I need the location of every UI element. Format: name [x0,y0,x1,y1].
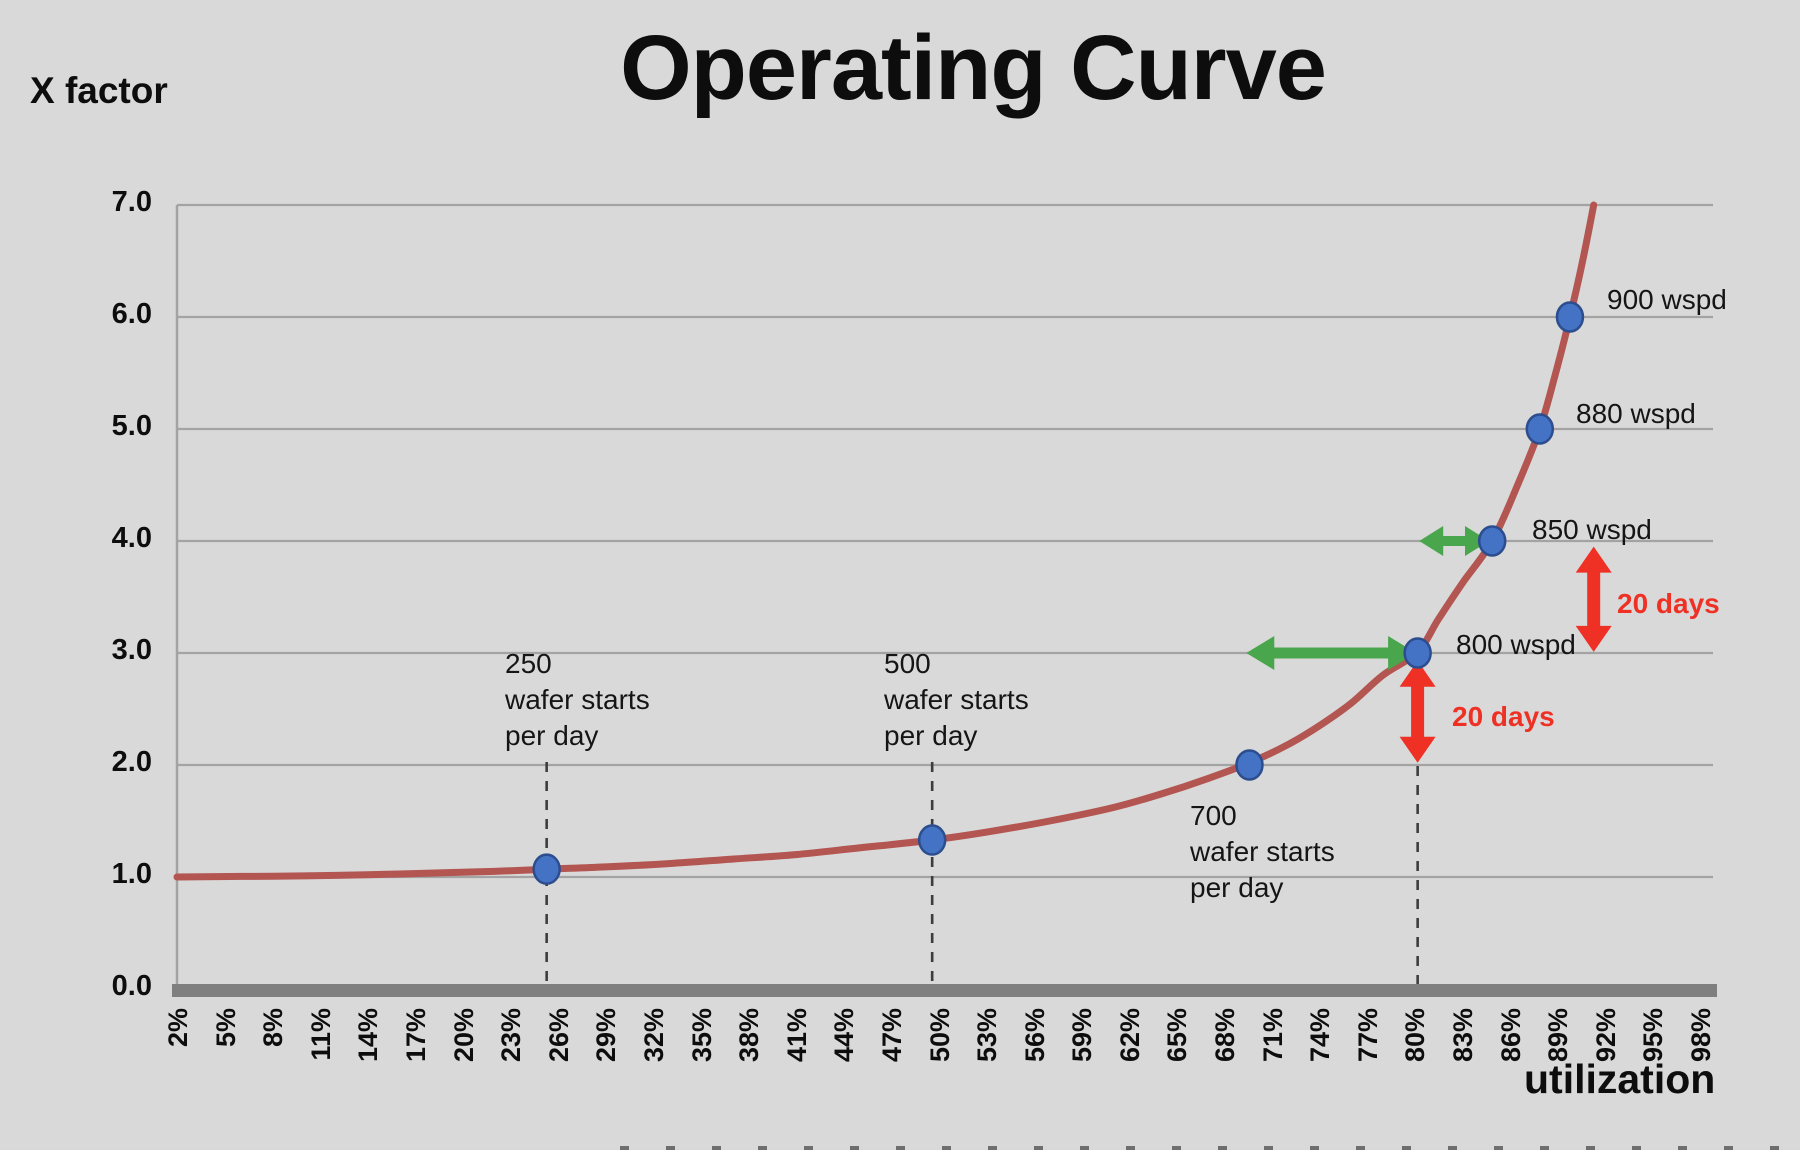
data-point [917,824,947,856]
annotation-line: 850 wspd [1532,514,1652,545]
x-tick-label: 92% [1590,1008,1621,1063]
red-arrow [1575,546,1612,652]
x-tick-label: 47% [876,1008,907,1063]
x-tick-label: 29% [591,1008,622,1063]
annotation-line: wafer starts [1190,836,1335,867]
wspd-label: 880 wspd [1576,398,1696,430]
wafer-starts-annotation: 700 wafer starts per day [1190,798,1335,906]
annotation-line: 800 wspd [1456,629,1576,660]
annotation-line: per day [505,720,599,751]
annotation-line: wafer starts [505,684,650,715]
x-tick-label: 41% [781,1008,812,1063]
days-label: 20 days [1452,701,1555,732]
data-point [1555,301,1585,333]
annotation-line: per day [884,720,978,751]
annotation-line: wafer starts [884,684,1029,715]
data-point [1235,749,1264,781]
x-tick-label: 83% [1448,1008,1479,1063]
data-point [1525,413,1555,445]
x-tick-label: 38% [734,1008,765,1063]
x-tick-label: 53% [972,1008,1003,1063]
x-tick-label: 89% [1543,1008,1574,1063]
y-axis-title: X factor [30,70,168,111]
y-tick-label: 2.0 [111,746,152,778]
x-tick-label: 86% [1495,1008,1526,1063]
y-tick-label: 3.0 [111,634,152,666]
x-tick-label: 2% [163,1008,193,1048]
cropped-text-edge-artifact [620,1146,1800,1150]
red-arrow [1399,660,1436,763]
wspd-label: 850 wspd [1532,514,1652,546]
green-arrow [1246,636,1417,670]
annotation-line: 500 [884,648,931,679]
y-tick-label: 5.0 [111,410,152,442]
wafer-starts-annotation: 250 wafer starts per day [505,646,650,754]
wspd-label: 800 wspd [1456,629,1576,661]
x-tick-label: 35% [686,1008,717,1063]
x-tick-label: 71% [1257,1008,1288,1063]
x-tick-label: 5% [210,1008,241,1048]
y-tick-label: 4.0 [111,522,152,554]
x-tick-label: 98% [1686,1008,1717,1063]
x-tick-label: 56% [1019,1008,1050,1063]
annotation-line: 250 [505,648,552,679]
chart-title: Operating Curve [620,17,1327,119]
x-axis-title: utilization [1524,1056,1716,1102]
data-point [1477,525,1507,557]
annotation-line: 900 wspd [1607,284,1727,315]
y-tick-label: 1.0 [111,858,152,890]
x-axis-bar [172,984,1717,997]
x-tick-label: 32% [638,1008,669,1063]
x-tick-label: 74% [1305,1008,1336,1063]
x-tick-label: 80% [1400,1008,1431,1063]
data-point [1403,637,1432,669]
annotation-line: 880 wspd [1576,398,1696,429]
y-tick-label: 6.0 [111,298,152,330]
data-point [532,853,561,885]
wspd-label: 900 wspd [1607,284,1727,316]
x-tick-label: 62% [1114,1008,1145,1063]
x-tick-label: 95% [1638,1008,1669,1063]
days-label: 20 days [1617,588,1720,619]
x-tick-label: 44% [829,1008,860,1063]
x-tick-label: 65% [1162,1008,1193,1063]
x-tick-label: 11% [305,1008,336,1061]
x-tick-label: 20% [448,1008,479,1063]
annotation-line: 700 [1190,800,1237,831]
x-tick-label: 50% [924,1008,955,1063]
x-tick-label: 17% [400,1008,431,1063]
wafer-starts-annotation: 500 wafer starts per day [884,646,1029,754]
y-tick-label: 0.0 [111,970,152,1002]
x-tick-label: 68% [1210,1008,1241,1063]
annotation-line: per day [1190,872,1284,903]
y-tick-label: 7.0 [111,186,152,218]
x-tick-label: 8% [258,1008,289,1048]
x-tick-label: 14% [353,1008,384,1063]
x-tick-label: 26% [543,1008,574,1063]
x-tick-label: 77% [1352,1008,1383,1063]
x-tick-label: 59% [1067,1008,1098,1063]
x-tick-label: 23% [496,1008,527,1063]
green-arrow [1419,526,1489,556]
operating-curve-line [173,201,1598,881]
